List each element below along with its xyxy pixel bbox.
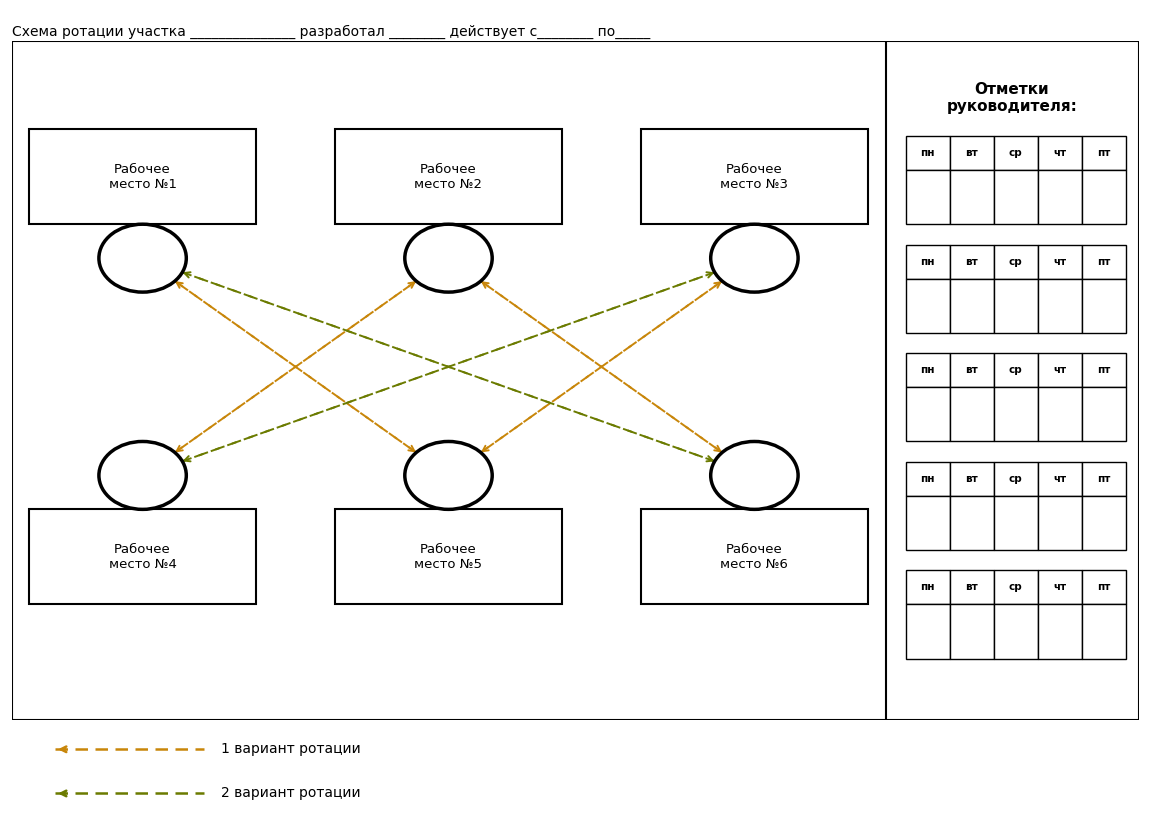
Bar [335, 129, 562, 224]
Bar [1037, 387, 1082, 442]
Bar [1082, 245, 1126, 278]
Text: пт: пт [1097, 257, 1111, 267]
Bar [994, 462, 1037, 496]
Text: чт: чт [1053, 474, 1066, 483]
Text: пт: пт [1097, 148, 1111, 158]
Bar [950, 496, 994, 551]
Bar [906, 570, 950, 605]
Bar [1082, 462, 1126, 496]
Text: ср: ср [1009, 365, 1022, 375]
Text: Рабочее
место №4: Рабочее место №4 [108, 543, 177, 571]
Bar [906, 605, 950, 658]
Bar [29, 129, 256, 224]
Bar [950, 353, 994, 387]
Bar [994, 136, 1037, 170]
Bar [1082, 387, 1126, 442]
Bar [1037, 353, 1082, 387]
Text: пн: пн [920, 148, 935, 158]
Bar [1082, 136, 1126, 170]
Bar [641, 129, 868, 224]
Bar [994, 387, 1037, 442]
Text: Рабочее
место №6: Рабочее место №6 [720, 543, 789, 571]
Text: Рабочее
место №5: Рабочее место №5 [414, 543, 483, 571]
Circle shape [405, 224, 492, 292]
Text: чт: чт [1053, 148, 1066, 158]
Text: 2 вариант ротации: 2 вариант ротации [221, 786, 361, 801]
Bar [950, 570, 994, 605]
Bar [1037, 462, 1082, 496]
Circle shape [99, 224, 186, 292]
Bar [1037, 245, 1082, 278]
Bar [950, 170, 994, 224]
Bar [1082, 605, 1126, 658]
Bar [950, 136, 994, 170]
Text: вт: вт [965, 257, 979, 267]
Text: ср: ср [1009, 474, 1022, 483]
Bar [1082, 496, 1126, 551]
Text: вт: вт [965, 365, 979, 375]
Bar [906, 496, 950, 551]
Bar [1082, 570, 1126, 605]
Text: Рабочее
место №2: Рабочее место №2 [414, 163, 483, 191]
Circle shape [99, 442, 186, 510]
Text: ср: ср [1009, 257, 1022, 267]
Text: пт: пт [1097, 365, 1111, 375]
Circle shape [711, 442, 798, 510]
Bar [29, 510, 256, 605]
Text: пн: пн [920, 257, 935, 267]
Bar [950, 245, 994, 278]
Bar [1037, 278, 1082, 333]
Text: пн: пн [920, 474, 935, 483]
Text: Отметки
руководителя:: Отметки руководителя: [946, 82, 1078, 114]
Text: вт: вт [965, 582, 979, 592]
Text: Рабочее
место №3: Рабочее место №3 [720, 163, 789, 191]
Bar [950, 387, 994, 442]
Bar [1037, 170, 1082, 224]
Bar [1037, 136, 1082, 170]
Bar [1037, 605, 1082, 658]
Bar [906, 245, 950, 278]
Bar [994, 353, 1037, 387]
Bar [906, 353, 950, 387]
Text: ср: ср [1009, 582, 1022, 592]
Bar [950, 278, 994, 333]
Bar [994, 278, 1037, 333]
Text: пт: пт [1097, 582, 1111, 592]
Bar [994, 245, 1037, 278]
Text: вт: вт [965, 474, 979, 483]
Text: чт: чт [1053, 257, 1066, 267]
Bar [335, 510, 562, 605]
Bar [1037, 570, 1082, 605]
Bar [1082, 170, 1126, 224]
Bar [906, 278, 950, 333]
Text: вт: вт [965, 148, 979, 158]
Bar [950, 605, 994, 658]
Text: ср: ср [1009, 148, 1022, 158]
Bar [906, 170, 950, 224]
Text: пт: пт [1097, 474, 1111, 483]
Bar [906, 387, 950, 442]
Text: чт: чт [1053, 582, 1066, 592]
Bar [994, 570, 1037, 605]
Circle shape [405, 442, 492, 510]
Circle shape [711, 224, 798, 292]
Text: 1 вариант ротации: 1 вариант ротации [221, 742, 361, 757]
Bar [994, 496, 1037, 551]
Bar [906, 136, 950, 170]
Bar [906, 462, 950, 496]
Bar [641, 510, 868, 605]
Text: пн: пн [920, 582, 935, 592]
Bar [1082, 353, 1126, 387]
Bar [994, 170, 1037, 224]
Text: Рабочее
место №1: Рабочее место №1 [108, 163, 177, 191]
Text: чт: чт [1053, 365, 1066, 375]
Bar [1037, 496, 1082, 551]
Text: Схема ротации участка _______________ разработал ________ действует с________ по: Схема ротации участка _______________ ра… [12, 25, 650, 38]
Bar [950, 462, 994, 496]
Bar [1082, 278, 1126, 333]
Bar [994, 605, 1037, 658]
Text: пн: пн [920, 365, 935, 375]
